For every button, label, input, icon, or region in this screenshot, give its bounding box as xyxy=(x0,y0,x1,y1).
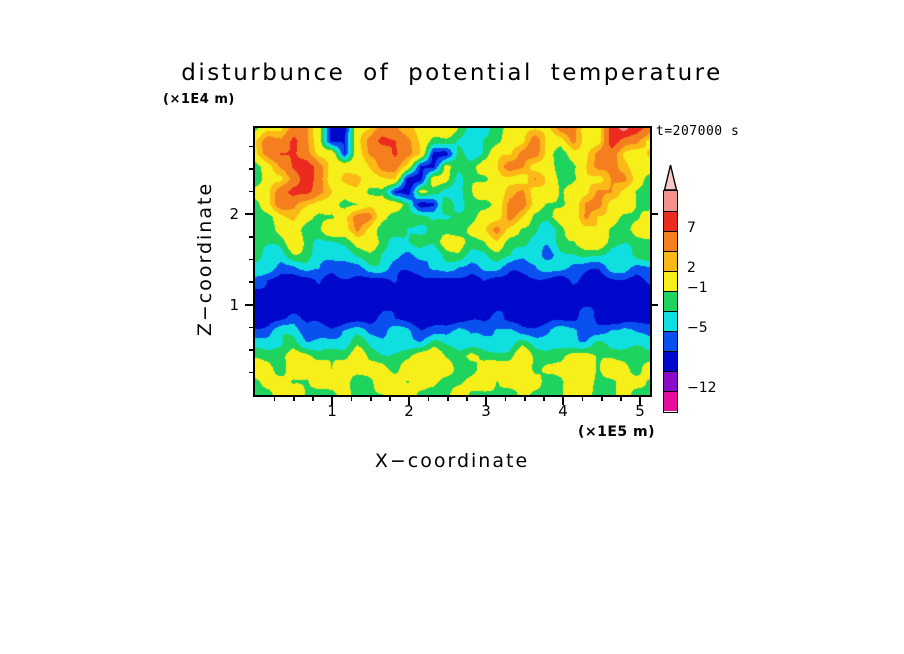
x-tick-label: 4 xyxy=(558,402,568,420)
z-axis-label: Z−coordinate xyxy=(194,181,216,337)
colorbar-tick-label: −12 xyxy=(687,380,717,396)
colorbar-tick-label: −1 xyxy=(687,280,708,296)
x-major-tick xyxy=(639,397,641,405)
colorbar-segment xyxy=(664,231,677,251)
z-major-tick xyxy=(245,213,253,215)
z-tick-label: 2 xyxy=(229,205,239,223)
z-minor-tick xyxy=(249,326,253,329)
x-minor-tick xyxy=(447,397,449,401)
x-minor-tick xyxy=(293,397,295,401)
time-annotation: t=207000 s xyxy=(656,124,740,139)
x-minor-tick xyxy=(524,397,526,401)
colorbar-segment xyxy=(664,331,677,351)
colorbar-segment xyxy=(664,311,677,331)
x-minor-tick xyxy=(620,397,622,401)
colorbar-segment xyxy=(664,251,677,271)
x-minor-tick xyxy=(389,397,391,401)
heatmap-canvas xyxy=(255,128,650,395)
colorbar-segment xyxy=(664,291,677,311)
z-tick-label: 1 xyxy=(229,295,239,314)
x-minor-tick xyxy=(581,397,584,401)
z-minor-tick xyxy=(249,281,253,283)
colorbar-tick-label: 2 xyxy=(687,260,696,276)
x-minor-tick xyxy=(312,397,314,401)
chart-title: disturbunce of potential temperature xyxy=(181,60,723,86)
colorbar-segment xyxy=(664,211,677,231)
x-major-tick xyxy=(331,397,333,405)
x-major-tick xyxy=(562,397,564,405)
z-right-tick xyxy=(652,213,658,215)
x-major-tick xyxy=(485,397,487,405)
x-minor-tick xyxy=(350,397,353,401)
colorbar-segment xyxy=(664,271,677,291)
colorbar: 7 2 −1 −5 −12 xyxy=(663,164,733,434)
x-minor-tick xyxy=(466,397,468,401)
colorbar-segment xyxy=(664,351,677,371)
z-minor-tick xyxy=(249,168,253,170)
colorbar-segment xyxy=(664,371,677,391)
colorbar-arrow-icon xyxy=(663,164,678,191)
x-minor-tick xyxy=(504,397,507,401)
x-minor-tick xyxy=(543,397,545,401)
colorbar-segment xyxy=(664,191,677,211)
x-axis-unit-label: (×1E5 m) xyxy=(577,424,655,440)
x-minor-tick xyxy=(427,397,430,401)
x-major-tick xyxy=(408,397,410,405)
colorbar-segment xyxy=(664,391,677,411)
x-minor-tick xyxy=(370,397,372,401)
x-tick-label: 3 xyxy=(481,402,491,420)
z-right-tick xyxy=(652,303,658,306)
x-tick-label: 2 xyxy=(404,402,414,420)
x-minor-tick xyxy=(601,397,603,401)
x-axis-label: X−coordinate xyxy=(374,450,530,472)
z-major-tick xyxy=(245,303,253,306)
colorbar-tick-label: 7 xyxy=(687,220,696,236)
x-tick-label: 1 xyxy=(327,402,337,420)
z-minor-tick xyxy=(249,258,253,261)
z-minor-tick xyxy=(249,371,253,374)
z-minor-tick xyxy=(249,145,253,148)
x-minor-tick xyxy=(273,397,276,401)
z-minor-tick xyxy=(249,190,253,193)
z-minor-tick xyxy=(249,349,253,351)
z-axis-unit-label: (×1E4 m) xyxy=(163,92,235,107)
colorbar-bar xyxy=(663,190,678,413)
colorbar-tick-label: −5 xyxy=(687,320,708,336)
x-tick-label: 5 xyxy=(635,402,645,420)
z-minor-tick xyxy=(249,236,253,238)
